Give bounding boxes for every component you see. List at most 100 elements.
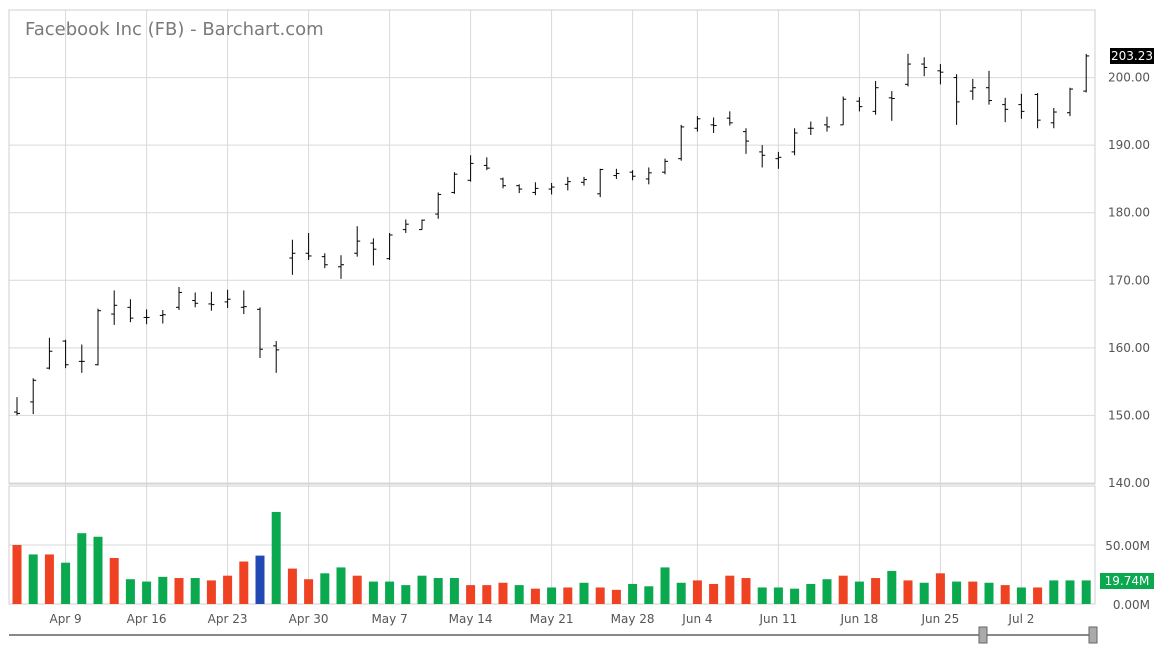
ohlc-bar: [921, 57, 928, 77]
ohlc-bar: [564, 176, 571, 191]
ohlc-bar: [467, 155, 474, 182]
range-scrollbar[interactable]: [9, 626, 1098, 644]
ohlc-bar: [548, 182, 555, 195]
date-tick-label: May 28: [611, 612, 655, 626]
ohlc-bars: [14, 53, 1090, 416]
date-tick-label: Jun 4: [681, 612, 712, 626]
volume-bar: [692, 580, 702, 604]
volume-bar: [336, 567, 346, 604]
volume-bar: [984, 582, 994, 604]
volume-bar: [563, 587, 573, 604]
price-tick-label: 200.00: [1108, 71, 1150, 85]
ohlc-bar: [872, 80, 879, 115]
ohlc-bar: [289, 239, 296, 275]
volume-bar: [433, 578, 443, 604]
date-tick-label: Jun 18: [839, 612, 878, 626]
volume-bar: [206, 580, 216, 604]
ohlc-bar: [338, 255, 344, 279]
volume-bar: [579, 582, 589, 604]
ohlc-bar: [516, 184, 523, 194]
volume-bar: [1016, 587, 1026, 604]
ohlc-bar: [208, 291, 215, 311]
volume-bar: [401, 585, 411, 604]
last-price-label: 203.23: [1111, 49, 1153, 63]
price-axis: 140.00 150.00 160.00 170.00 180.00 190.00 200.…: [1108, 71, 1150, 490]
ohlc-bar: [645, 167, 652, 185]
scrollbar-right-handle[interactable]: [1088, 626, 1098, 644]
ohlc-bar: [143, 309, 150, 325]
ohlc-bar: [1018, 93, 1025, 119]
ohlc-bar: [775, 151, 782, 169]
volume-bar: [28, 554, 38, 604]
ohlc-bar: [30, 378, 37, 415]
volume-bar: [158, 576, 168, 604]
volume-bar: [676, 582, 686, 604]
volume-bar: [223, 575, 233, 604]
ohlc-bar: [726, 111, 733, 126]
ohlc-bar: [127, 299, 134, 323]
date-tick-label: May 7: [371, 612, 407, 626]
volume-bar: [919, 582, 929, 604]
volume-bar: [125, 579, 135, 604]
volume-bar: [530, 588, 540, 604]
ohlc-bar: [273, 341, 280, 373]
volume-bar: [1065, 580, 1075, 604]
ohlc-bar: [46, 337, 53, 370]
ohlc-bar: [62, 339, 69, 369]
volume-bar: [854, 581, 864, 604]
volume-bar: [595, 587, 605, 604]
ohlc-bar: [240, 290, 247, 315]
last-volume-label: 19.74M: [1105, 574, 1150, 588]
ohlc-bar: [629, 170, 636, 181]
volume-tick-label: 50.00M: [1105, 539, 1150, 553]
volume-bar: [190, 578, 200, 604]
volume-bar: [547, 587, 557, 604]
ohlc-bar: [111, 290, 118, 325]
ohlc-bar: [435, 192, 442, 219]
date-tick-label: Apr 23: [208, 612, 248, 626]
volume-bar: [1081, 580, 1091, 604]
volume-bar: [498, 582, 508, 604]
volume-bar: [757, 587, 767, 604]
date-tick-label: Apr 30: [289, 612, 329, 626]
ohlc-bar: [662, 158, 668, 175]
volume-bar: [709, 583, 719, 604]
volume-bar: [838, 575, 848, 604]
date-tick-label: Jun 11: [758, 612, 797, 626]
ohlc-bar: [402, 219, 409, 233]
date-tick-label: Jul 2: [1007, 612, 1034, 626]
ohlc-bar: [95, 308, 101, 366]
volume-bar: [12, 545, 22, 604]
date-tick-label: May 21: [530, 612, 574, 626]
price-tick-label: 140.00: [1108, 476, 1150, 490]
volume-bar: [790, 588, 800, 604]
volume-bar: [304, 579, 314, 604]
volume-bar: [611, 589, 621, 604]
ohlc-bar: [1067, 87, 1073, 117]
volume-bar: [174, 578, 184, 604]
volume-bar: [660, 567, 670, 604]
ohlc-bar: [986, 70, 992, 105]
volume-bar: [93, 536, 103, 604]
ohlc-bar: [694, 116, 701, 132]
volume-bar: [773, 587, 783, 604]
date-tick-label: Jun 25: [920, 612, 959, 626]
ohlc-bar: [597, 168, 604, 198]
ohlc-bar: [1034, 93, 1041, 129]
volume-bar: [109, 557, 119, 604]
ohlc-bar: [224, 289, 231, 308]
date-tick-label: Apr 16: [127, 612, 167, 626]
ohlc-bar: [807, 121, 814, 136]
volume-axis: 0.00M 50.00M: [1105, 539, 1150, 612]
volume-bar: [255, 555, 265, 604]
scrollbar-left-handle[interactable]: [978, 626, 988, 644]
ohlc-bar: [759, 145, 766, 168]
volume-bar: [628, 583, 638, 604]
ohlc-bar: [856, 97, 863, 112]
price-tick-label: 190.00: [1108, 138, 1150, 152]
volume-bars: [12, 511, 1091, 604]
ohlc-bar: [888, 91, 895, 121]
ohlc-bar: [532, 182, 539, 196]
volume-bar: [368, 581, 378, 604]
ohlc-bar: [969, 78, 976, 100]
